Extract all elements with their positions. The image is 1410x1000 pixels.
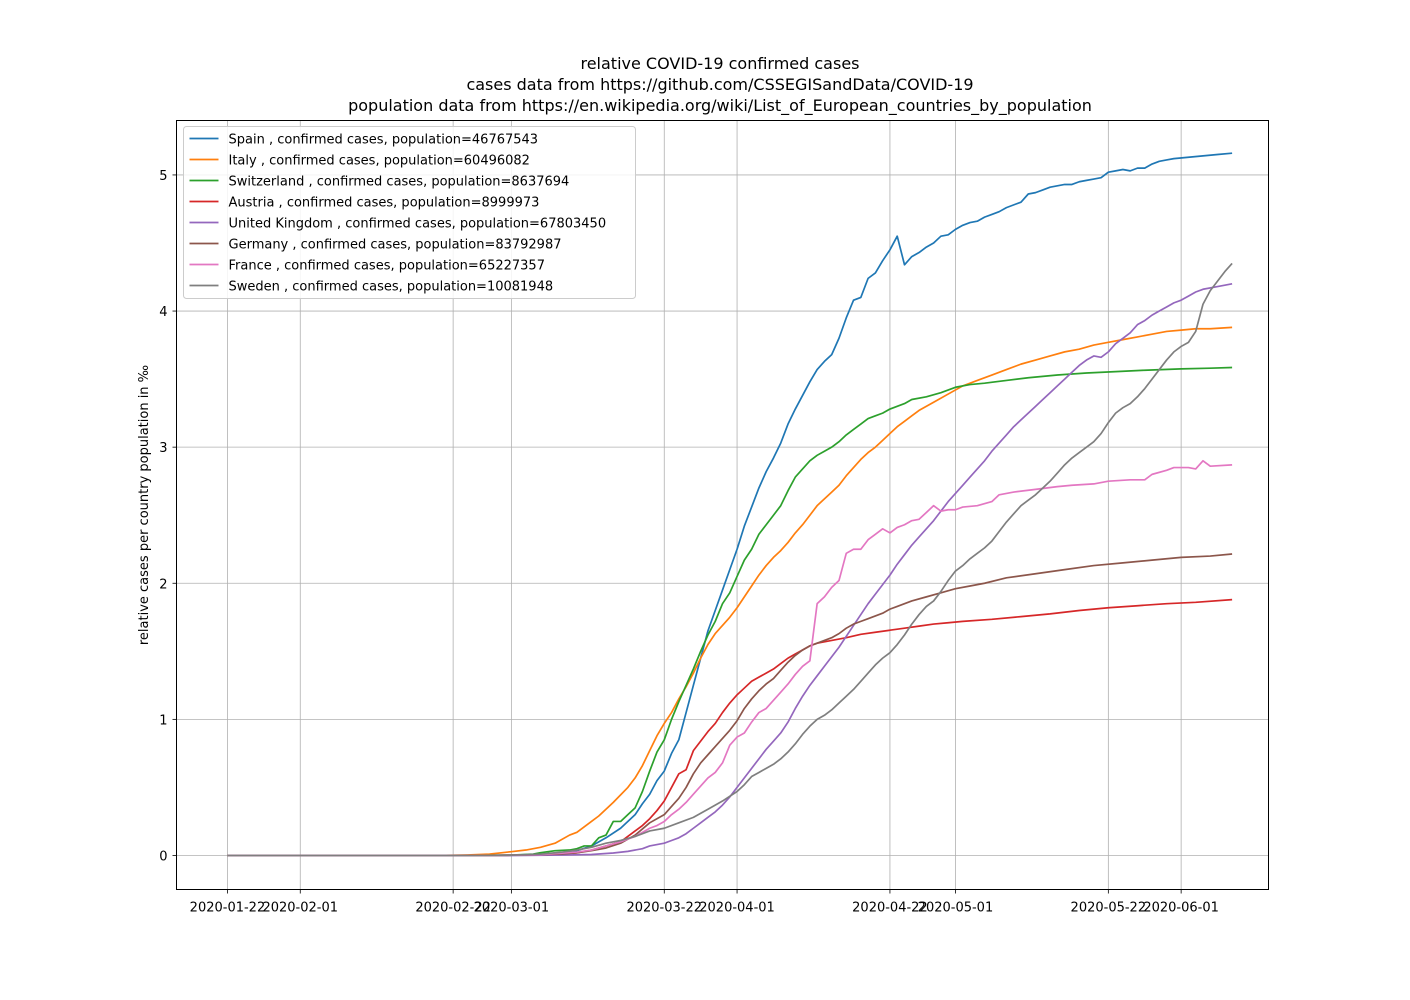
y-tick-label: 3: [159, 441, 167, 456]
series-line-6: [227, 459, 1233, 857]
x-tick-label: 2020-03-01: [474, 901, 550, 916]
series-line-3: [227, 598, 1233, 857]
legend-label: Sweden , confirmed cases, population=100…: [229, 280, 554, 295]
legend-label: United Kingdom , confirmed cases, popula…: [229, 217, 607, 232]
y-tick-label: 2: [159, 577, 167, 592]
title-line-3: population data from https://en.wikipedi…: [348, 96, 1092, 116]
title-line-2: cases data from https://github.com/CSSEG…: [466, 75, 973, 94]
legend-label: Austria , confirmed cases, population=89…: [229, 196, 540, 211]
y-axis-label: relative cases per country population in…: [137, 365, 152, 645]
chart-title: relative COVID-19 confirmed cases cases …: [348, 54, 1092, 116]
series-line-2: [227, 366, 1233, 857]
y-tick-label: 4: [159, 305, 167, 320]
series-line-1: [227, 326, 1233, 857]
x-tick-label: 2020-06-01: [1143, 901, 1219, 916]
title-line-1: relative COVID-19 confirmed cases: [580, 54, 859, 73]
x-tick-label: 2020-02-22: [415, 901, 491, 916]
y-axis: 0 1 2 3 4 5: [159, 169, 177, 864]
x-tick-label: 2020-05-01: [918, 901, 994, 916]
x-tick-label: 2020-04-22: [852, 901, 928, 916]
legend-label: Germany , confirmed cases, population=83…: [229, 238, 562, 253]
series-line-4: [227, 282, 1233, 857]
legend-label: Switzerland , confirmed cases, populatio…: [229, 175, 570, 190]
series-line-0: [227, 152, 1233, 857]
y-tick-label: 0: [159, 849, 167, 864]
x-tick-label: 2020-02-01: [262, 901, 338, 916]
y-tick-label: 1: [159, 713, 167, 728]
legend-label: Spain , confirmed cases, population=4676…: [229, 133, 539, 148]
series-line-5: [227, 553, 1233, 857]
legend: Spain , confirmed cases, population=4676…: [183, 126, 636, 299]
x-tick-label: 2020-03-22: [626, 901, 702, 916]
plot-frame: [176, 120, 1269, 890]
series-lines: [227, 152, 1233, 857]
series-line-7: [227, 262, 1233, 857]
legend-label: Italy , confirmed cases, population=6049…: [229, 154, 530, 169]
x-tick-label: 2020-05-22: [1071, 901, 1147, 916]
y-tick-label: 5: [159, 169, 167, 184]
x-tick-label: 2020-01-22: [190, 901, 266, 916]
legend-label: France , confirmed cases, population=652…: [229, 259, 545, 274]
legend-box: [183, 126, 636, 299]
x-tick-label: 2020-04-01: [699, 901, 775, 916]
